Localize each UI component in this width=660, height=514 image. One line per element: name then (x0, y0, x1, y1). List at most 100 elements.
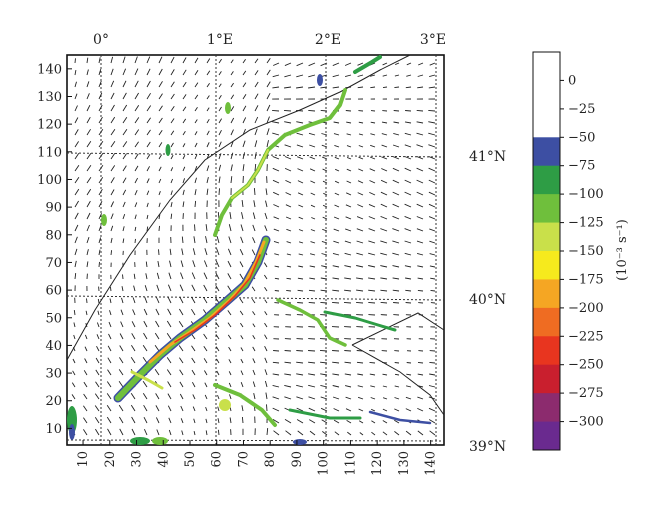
wind-vector (110, 80, 115, 88)
wind-vector (168, 272, 172, 280)
wind-vector (346, 180, 352, 184)
wind-vector (156, 272, 160, 280)
x-tick-label: 100 (317, 451, 332, 476)
wind-vector (134, 202, 138, 208)
wind-vector (357, 385, 364, 388)
wind-vector (310, 241, 316, 244)
wind-vector (194, 200, 197, 208)
wind-vector (309, 144, 316, 148)
wind-vector (230, 106, 235, 112)
wind-vector (215, 285, 220, 292)
y-tick-label: 100 (37, 173, 62, 188)
wind-vector (380, 289, 388, 292)
wind-vector (182, 189, 185, 196)
wind-vector (122, 80, 127, 88)
wind-vector (382, 373, 388, 376)
wind-vector (251, 298, 256, 304)
wind-vector (109, 298, 112, 304)
wind-vector (284, 156, 292, 160)
wind-vector (143, 416, 148, 424)
wind-vector (332, 289, 340, 292)
wind-vector (298, 229, 304, 232)
wind-vector (346, 121, 352, 124)
wind-vector (206, 165, 210, 172)
wind-vector (146, 190, 150, 196)
wind-vector (382, 397, 388, 400)
wind-vector (416, 179, 424, 184)
wind-vector (110, 250, 113, 256)
wind-vector (110, 237, 113, 244)
wind-vector (98, 237, 102, 244)
wind-vector (218, 141, 222, 148)
wind-vector (145, 261, 148, 268)
wind-vector (145, 273, 148, 280)
wind-vector (308, 373, 316, 376)
vorticity-band-lower (213, 383, 277, 427)
wind-vector (182, 166, 186, 172)
colorbar-label: −200 (568, 301, 604, 316)
wind-vector (319, 349, 328, 352)
wind-vector (308, 361, 316, 364)
wind-vector (217, 394, 220, 400)
wind-vector (134, 153, 139, 160)
wind-vector (181, 236, 184, 244)
wind-vector (297, 192, 304, 196)
wind-vector (178, 320, 184, 328)
wind-vector (394, 373, 400, 376)
wind-vector (273, 216, 280, 220)
wind-vector (155, 405, 160, 412)
wind-vector (283, 109, 292, 112)
wind-vector (98, 92, 103, 100)
wind-vector (170, 81, 175, 88)
wind-vector (94, 405, 100, 412)
wind-vector (108, 333, 112, 340)
wind-vector (218, 188, 220, 196)
wind-vector (146, 117, 151, 124)
x-tick-label: 10 (76, 451, 91, 468)
wind-vector (266, 116, 270, 124)
wind-vector (264, 311, 268, 316)
wind-vector (227, 285, 232, 292)
wind-vector (405, 385, 412, 388)
wind-vector (273, 62, 280, 66)
wind-vector (356, 228, 364, 232)
wind-vector (252, 323, 256, 328)
wind-vector (74, 117, 79, 124)
wind-vector (310, 192, 316, 196)
wind-vector (146, 226, 149, 232)
wind-vector (122, 104, 128, 112)
wind-vector (74, 93, 78, 100)
y-tick-label: 130 (37, 90, 62, 105)
wind-vector (194, 57, 199, 64)
wind-vector (143, 404, 148, 412)
wind-vector (266, 404, 268, 412)
wind-vector (215, 260, 220, 268)
wind-vector (134, 177, 138, 184)
colorbar-outline (532, 51, 561, 451)
wind-vector (98, 128, 104, 136)
wind-vector (310, 180, 316, 184)
wind-vector (180, 272, 184, 280)
wind-vector (242, 117, 247, 124)
wind-vector (296, 396, 304, 400)
wind-vector (332, 74, 340, 78)
wind-vector (240, 382, 244, 388)
wind-vector (194, 106, 198, 112)
wind-vector (392, 203, 400, 208)
wind-vector (191, 296, 196, 304)
wind-vector (131, 416, 136, 424)
wind-vector (382, 420, 388, 424)
wind-vector (154, 332, 160, 340)
wind-vector (218, 71, 222, 76)
wind-vector (216, 236, 220, 244)
wind-vector (131, 333, 136, 340)
x-tick-label: 130 (397, 451, 412, 476)
wind-vector (179, 284, 184, 292)
wind-vector (146, 214, 149, 220)
wind-vector (74, 188, 80, 196)
wind-vector (193, 430, 196, 436)
colorbar-swatch (533, 194, 560, 223)
wind-vector (107, 369, 112, 376)
wind-vector (344, 385, 352, 388)
wind-vector (322, 431, 328, 436)
